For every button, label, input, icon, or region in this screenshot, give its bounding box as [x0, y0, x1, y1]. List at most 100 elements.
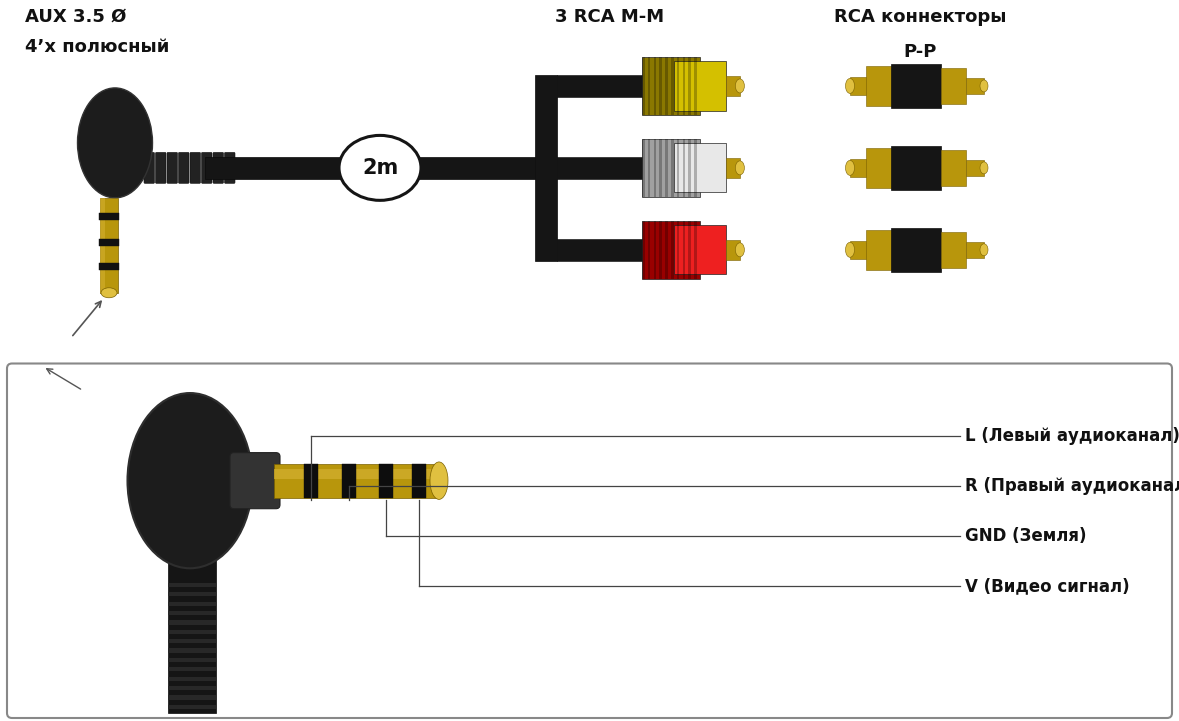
Bar [653, 139, 657, 197]
Ellipse shape [980, 244, 988, 256]
Bar [643, 139, 645, 197]
Ellipse shape [736, 243, 744, 257]
Bar [683, 139, 685, 197]
FancyBboxPatch shape [167, 152, 178, 183]
Bar [671, 139, 673, 197]
FancyBboxPatch shape [190, 152, 200, 183]
Text: 2m: 2m [362, 158, 399, 178]
Bar [167, 648, 216, 653]
Bar [167, 667, 216, 671]
Bar [674, 61, 726, 110]
Bar [726, 158, 740, 178]
FancyBboxPatch shape [202, 152, 212, 183]
Bar [100, 198, 105, 293]
Bar [677, 139, 679, 197]
Bar [671, 221, 673, 279]
Bar [966, 242, 984, 258]
Bar [850, 241, 869, 259]
Bar [99, 263, 119, 270]
Bar [665, 221, 667, 279]
Ellipse shape [845, 79, 855, 94]
FancyBboxPatch shape [213, 152, 224, 183]
Bar [99, 213, 119, 220]
Bar [643, 221, 645, 279]
Bar [694, 221, 697, 279]
Bar [647, 139, 651, 197]
FancyBboxPatch shape [156, 152, 166, 183]
Bar [694, 139, 697, 197]
Bar [671, 57, 673, 115]
Ellipse shape [127, 393, 252, 568]
Bar [167, 560, 216, 713]
Ellipse shape [736, 79, 744, 93]
FancyBboxPatch shape [224, 152, 235, 183]
Text: L (Левый аудиоканал): L (Левый аудиоканал) [964, 427, 1179, 445]
Bar [665, 57, 667, 115]
FancyBboxPatch shape [230, 453, 279, 509]
Bar [867, 148, 894, 188]
Bar [689, 139, 691, 197]
Bar [205, 157, 535, 179]
Bar [556, 75, 643, 97]
Bar [966, 160, 984, 176]
Ellipse shape [845, 160, 855, 175]
Text: RCA коннекторы: RCA коннекторы [834, 8, 1006, 26]
FancyBboxPatch shape [178, 152, 189, 183]
Bar [674, 143, 726, 193]
Bar [643, 57, 700, 115]
Bar [167, 676, 216, 681]
Bar [891, 146, 941, 190]
Text: P-P: P-P [903, 43, 936, 61]
Text: R (Правый аудиоканал): R (Правый аудиоканал) [964, 477, 1179, 495]
Bar [378, 464, 393, 497]
Bar [659, 221, 663, 279]
Bar [167, 658, 216, 662]
Bar [167, 583, 216, 587]
Ellipse shape [736, 161, 744, 175]
FancyBboxPatch shape [7, 363, 1172, 718]
Ellipse shape [980, 80, 988, 92]
Bar [167, 704, 216, 709]
Ellipse shape [78, 88, 152, 198]
Bar [167, 695, 216, 699]
Bar [659, 57, 663, 115]
Bar [850, 159, 869, 177]
Bar [167, 601, 216, 606]
Bar [167, 592, 216, 596]
Bar [867, 230, 894, 270]
Bar [411, 464, 426, 497]
Bar [689, 221, 691, 279]
Text: GND (Земля): GND (Земля) [964, 527, 1087, 545]
Bar [653, 57, 657, 115]
FancyBboxPatch shape [144, 152, 154, 183]
Bar [99, 239, 119, 246]
Bar [274, 469, 439, 479]
Bar [167, 611, 216, 615]
Ellipse shape [980, 162, 988, 174]
Bar [643, 57, 645, 115]
Bar [167, 639, 216, 643]
Bar [726, 240, 740, 260]
Bar [167, 620, 216, 624]
Bar [556, 157, 643, 179]
Ellipse shape [101, 288, 117, 298]
Bar [647, 221, 651, 279]
Bar [677, 221, 679, 279]
Bar [556, 239, 643, 261]
Bar [643, 139, 700, 197]
Text: 4’x полюсный: 4’x полюсный [25, 38, 170, 56]
Text: 3 RCA M-M: 3 RCA M-M [555, 8, 665, 26]
Bar [535, 75, 556, 261]
Bar [665, 139, 667, 197]
Ellipse shape [340, 136, 421, 200]
Bar [891, 64, 941, 108]
Bar [850, 77, 869, 95]
Text: AUX 3.5 Ø: AUX 3.5 Ø [25, 8, 126, 26]
Bar [683, 57, 685, 115]
Bar [694, 57, 697, 115]
Bar [167, 686, 216, 690]
Bar [867, 66, 894, 106]
Bar [683, 221, 685, 279]
Bar [941, 68, 966, 104]
Bar [167, 629, 216, 634]
